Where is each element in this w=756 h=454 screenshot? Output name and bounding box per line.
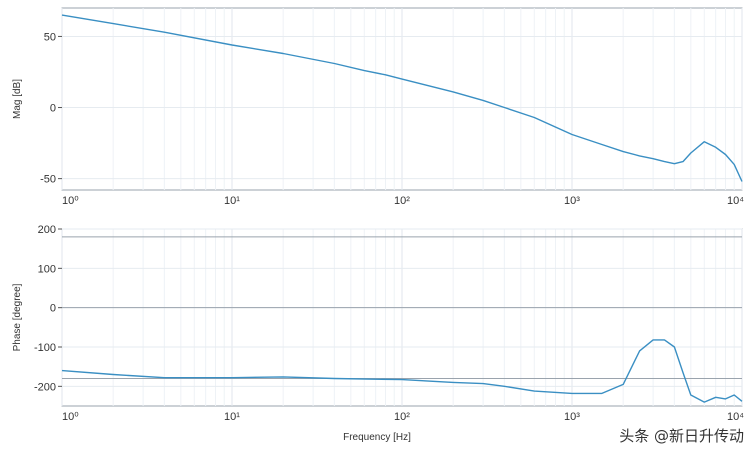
plot1-series-line — [61, 14, 743, 182]
watermark-text: 头条 @新日升传动 — [619, 427, 744, 445]
plot1-y-tick-label: 50 — [44, 31, 56, 43]
plot1-y-tick-label: 0 — [50, 103, 56, 115]
plot2-y-tick-label: -200 — [34, 381, 56, 393]
plot2-y-tick-label: 0 — [50, 303, 56, 315]
plot2-x-tick-label: 10⁰ — [62, 411, 79, 423]
plot1-x-tick-label: 10⁰ — [62, 195, 79, 207]
plot1-x-tick-label: 10² — [394, 195, 410, 207]
plot2-x-tick-label: 10¹ — [224, 411, 240, 423]
plot2-y-tick-label: 100 — [38, 263, 56, 275]
plot1-x-tick-label: 10⁴ — [727, 195, 744, 207]
plot1-x-tick-label: 10¹ — [224, 195, 240, 207]
plot2-x-tick-label: 10⁴ — [727, 411, 744, 423]
plot2-x-axis-label: Frequency [Hz] — [343, 432, 411, 443]
plot2-x-tick-label: 10² — [394, 411, 410, 423]
plot2-series-line — [61, 339, 743, 403]
plot2-x-tick-label: 10³ — [564, 411, 580, 423]
plot2-y-tick-label: 200 — [38, 224, 56, 236]
plot2-y-tick-label: -100 — [34, 342, 56, 354]
plot1-y-axis-label: Mag [dB] — [12, 79, 23, 119]
plot2-y-axis-label: Phase [degree] — [12, 283, 23, 351]
plot1-y-tick-label: -50 — [40, 174, 56, 186]
plot1-x-tick-label: 10³ — [564, 195, 580, 207]
